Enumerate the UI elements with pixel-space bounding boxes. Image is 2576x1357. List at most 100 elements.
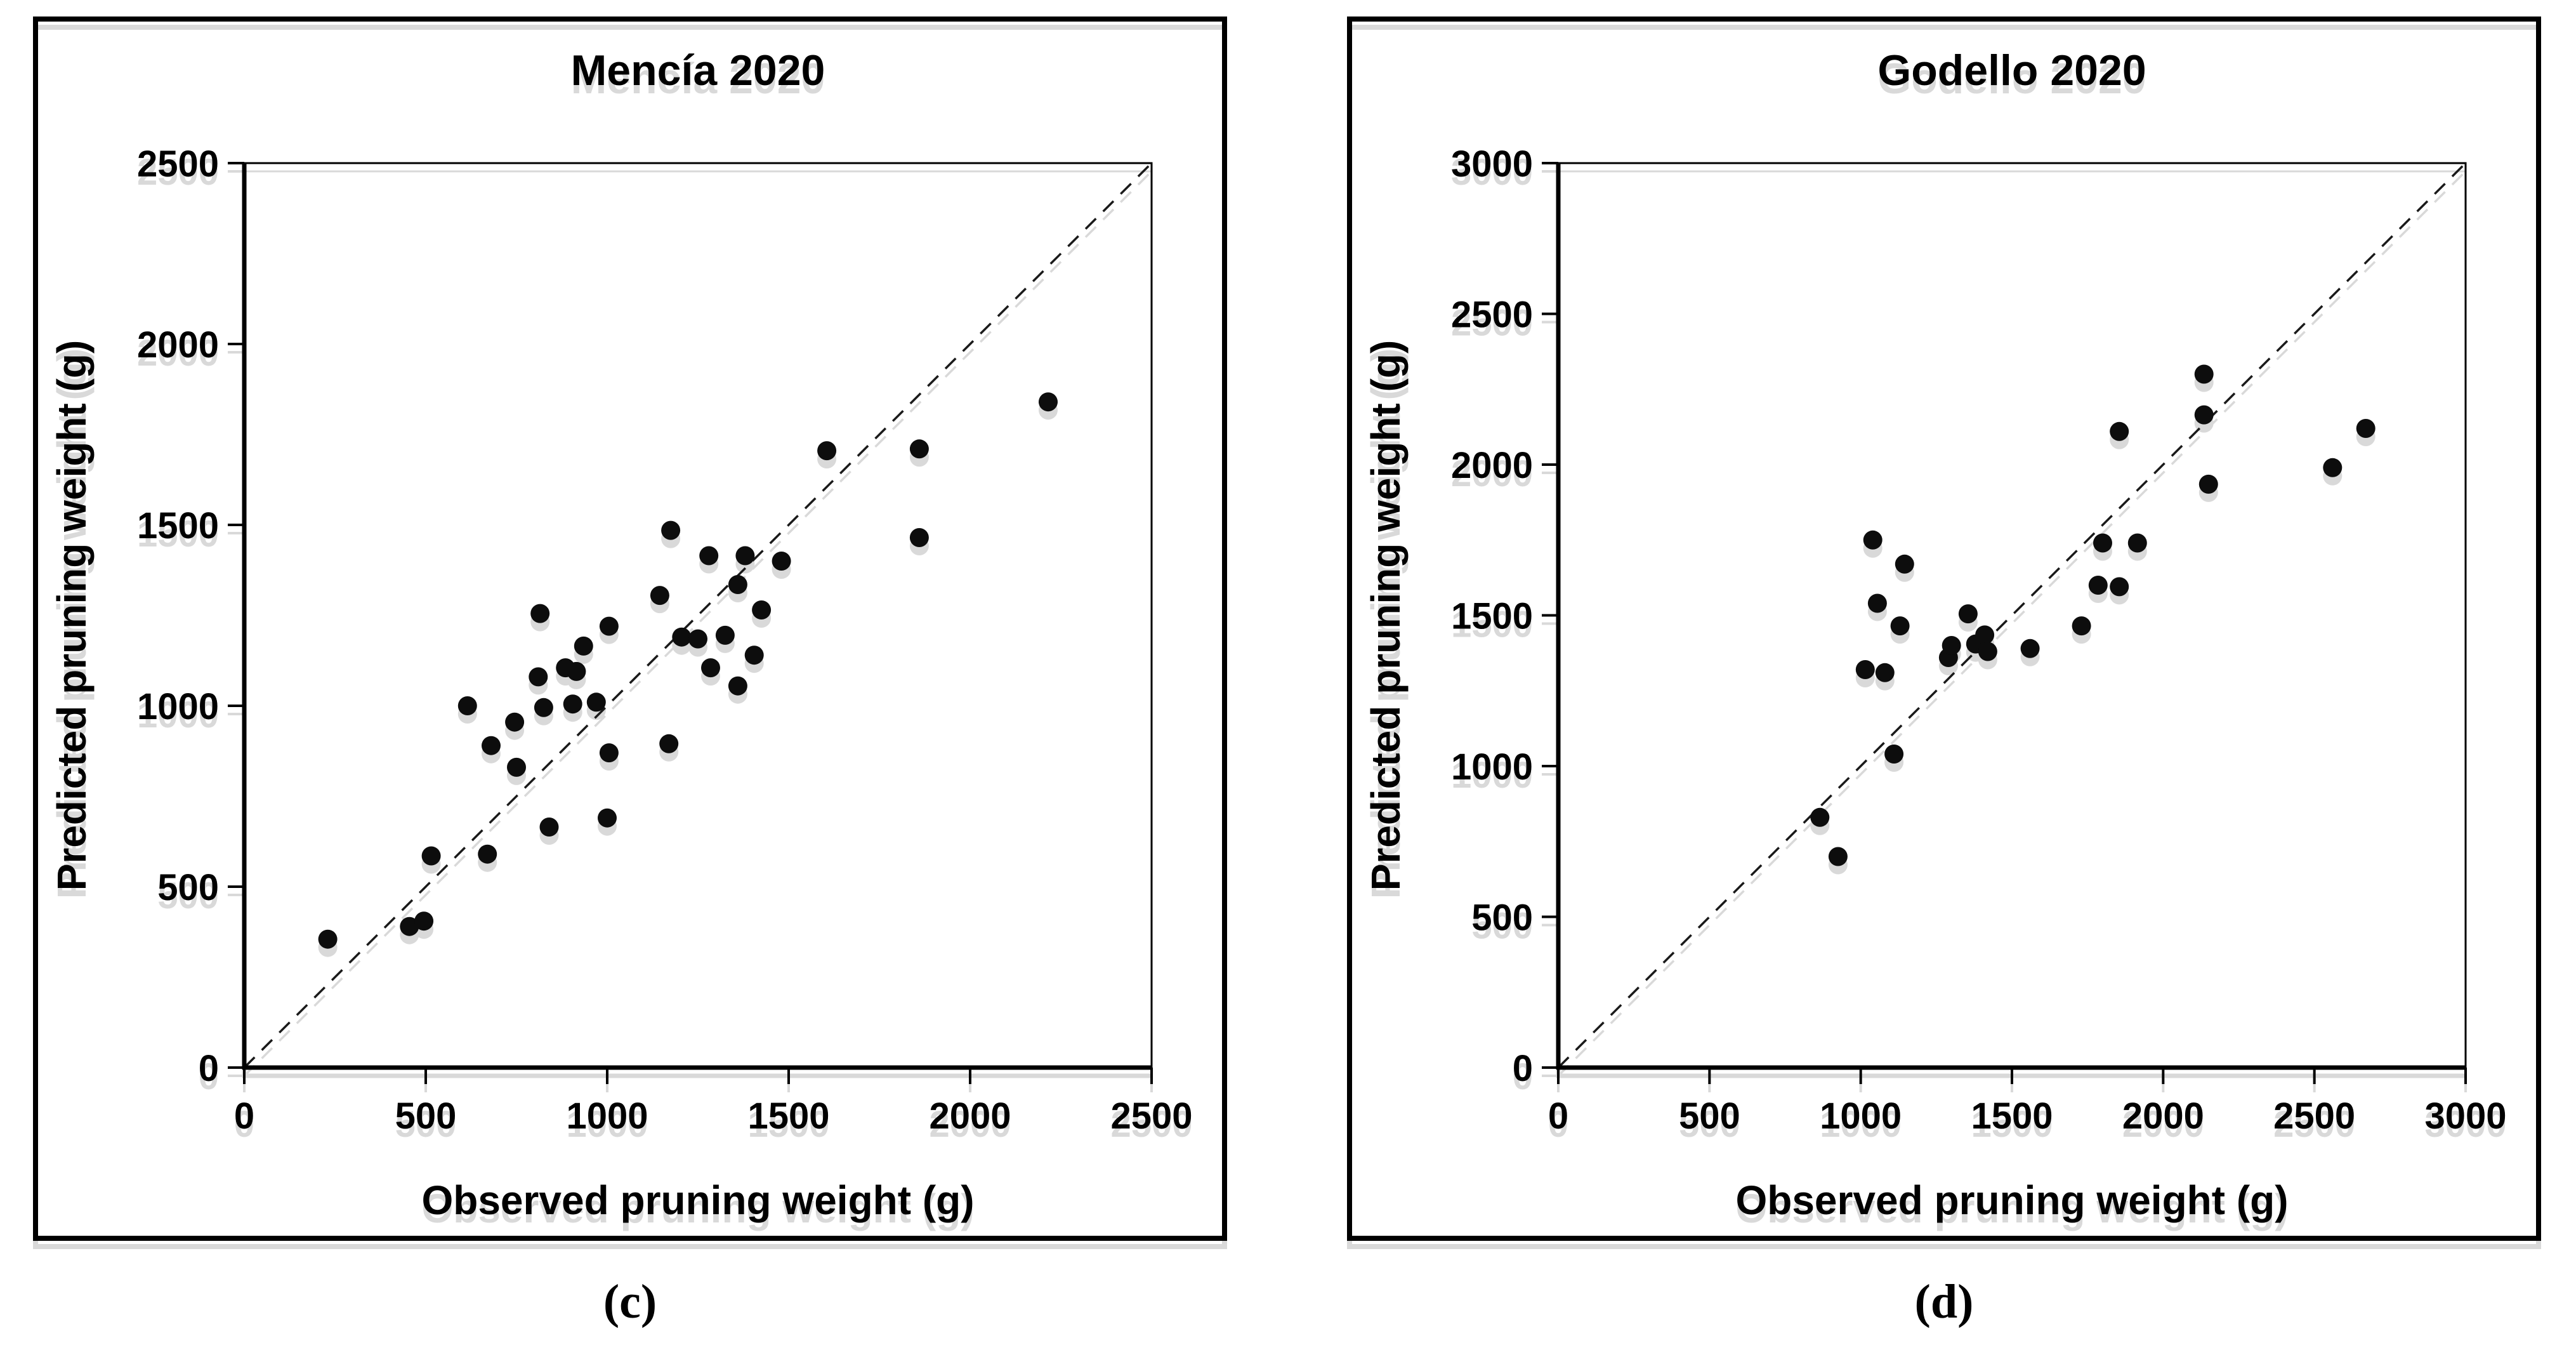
x-tick-label: 2500 — [2273, 1096, 2355, 1137]
y-tick-label: 2000 — [1451, 445, 1533, 486]
data-point — [599, 616, 619, 636]
data-point — [482, 736, 501, 755]
data-point — [688, 629, 707, 649]
data-point — [2356, 419, 2376, 438]
data-point — [507, 757, 526, 777]
data-point — [574, 636, 593, 656]
data-point — [2198, 474, 2218, 494]
y-tick-label: 3000 — [1451, 143, 1533, 185]
y-tick-label: 2500 — [1451, 295, 1533, 336]
data-point — [586, 692, 606, 712]
panel-mencia: Mencía 2020 Predicted pruning weight (g)… — [33, 17, 1227, 1241]
data-point — [1828, 847, 1848, 866]
data-point — [2072, 616, 2091, 636]
y-tick-label: 1500 — [137, 505, 219, 546]
data-point — [909, 528, 929, 547]
data-point — [1978, 642, 1997, 661]
x-axis-label: Observed pruning weight (g) — [421, 1177, 975, 1223]
data-point — [598, 808, 617, 828]
x-axis-label: Observed pruning weight (g) — [1735, 1177, 2289, 1223]
scatter-plot-godello: 0 500 1000 1500 2000 2500 3000 0 500 1000 1500 2000… — [1451, 143, 2507, 1137]
x-tick-label: 1500 — [1971, 1096, 2053, 1137]
x-tick-label: 1000 — [566, 1096, 648, 1137]
data-point — [1884, 745, 1904, 764]
y-tick-label: 1000 — [137, 686, 219, 727]
data-point — [1039, 392, 1058, 412]
data-point — [421, 846, 441, 866]
data-point — [539, 818, 559, 837]
y-tick-label: 500 — [157, 867, 219, 908]
data-point — [661, 520, 681, 540]
data-point — [1855, 660, 1875, 679]
x-tick-label: 0 — [1548, 1096, 1568, 1137]
data-point — [772, 552, 791, 571]
identity-line — [1557, 162, 2467, 1069]
data-point — [529, 667, 548, 687]
y-tick-label: 500 — [1471, 897, 1533, 939]
data-point — [1863, 530, 1883, 550]
data-point — [1975, 625, 1995, 645]
chart-title: Mencía 2020 — [570, 46, 825, 95]
plot-frame — [1557, 162, 2467, 1069]
data-point — [744, 645, 764, 665]
y-tick-label: 0 — [1513, 1048, 1533, 1089]
data-point — [2127, 533, 2147, 553]
chart-title: Godello 2020 — [1877, 46, 2146, 95]
panel-godello: Godello 2020 Predicted pruning weight (g… — [1347, 17, 2541, 1241]
data-point — [2194, 405, 2214, 425]
y-tick-label: 1500 — [1451, 596, 1533, 637]
data-point — [1875, 663, 1895, 682]
data-point — [2194, 364, 2214, 384]
data-point — [457, 696, 477, 715]
plot-frame — [243, 162, 1153, 1069]
data-point — [505, 712, 525, 732]
scatter-plot-mencia: 0 500 1000 1500 2000 2500 0 500 1000 1500 2000 2500 — [137, 143, 1193, 1137]
data-point — [2323, 458, 2343, 477]
data-point — [728, 676, 747, 696]
y-tick-label: 2000 — [137, 324, 219, 366]
y-tick-label: 1000 — [1451, 746, 1533, 788]
data-point — [659, 734, 679, 753]
data-point — [1958, 604, 1978, 624]
data-point — [414, 911, 434, 931]
data-point — [530, 604, 550, 623]
data-point — [2093, 533, 2112, 553]
caption-c: (c) — [603, 1275, 657, 1328]
x-tick-label: 500 — [1679, 1096, 1740, 1137]
y-tick-label: 0 — [199, 1048, 219, 1089]
data-point — [599, 743, 619, 763]
data-point — [699, 546, 719, 566]
identity-line — [243, 162, 1153, 1069]
data-point — [728, 575, 747, 594]
x-tick-label: 3000 — [2424, 1096, 2506, 1137]
data-point — [567, 661, 586, 681]
y-tick-label: 2500 — [137, 143, 219, 185]
x-tick-label: 500 — [395, 1096, 457, 1137]
data-point — [563, 694, 582, 714]
x-tick-label: 1500 — [747, 1096, 829, 1137]
data-point — [672, 627, 692, 647]
data-point — [909, 439, 929, 459]
data-point — [318, 929, 338, 949]
data-point — [650, 586, 669, 606]
data-point — [2110, 421, 2129, 441]
data-point — [817, 441, 837, 461]
data-point — [701, 658, 720, 678]
data-point — [1890, 616, 1910, 636]
data-point — [2088, 576, 2108, 595]
data-point — [478, 844, 497, 864]
data-point — [1867, 593, 1887, 613]
x-tick-label: 2500 — [1110, 1096, 1192, 1137]
x-tick-label: 1000 — [1820, 1096, 1902, 1137]
data-point — [735, 546, 755, 566]
caption-d: (d) — [1914, 1275, 1974, 1328]
data-point — [1810, 807, 1830, 827]
x-tick-label: 2000 — [929, 1096, 1011, 1137]
data-point — [715, 625, 735, 645]
data-point — [1942, 636, 1961, 655]
x-tick-label: 0 — [234, 1096, 254, 1137]
data-point — [752, 600, 772, 619]
data-point — [2110, 577, 2129, 597]
x-tick-label: 2000 — [2122, 1096, 2204, 1137]
